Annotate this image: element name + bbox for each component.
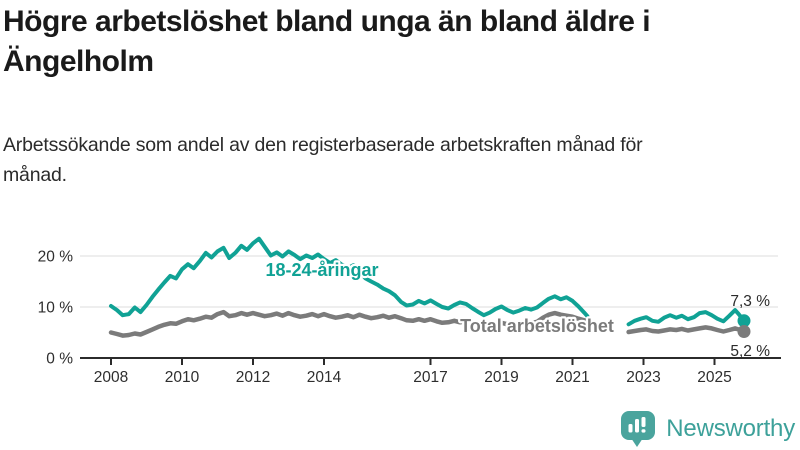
bar-chart-speech-bubble-icon: [621, 411, 656, 447]
x-axis-tick-label: 2014: [307, 369, 342, 386]
newsworthy-logo-text: Newsworthy: [666, 415, 795, 442]
series-end-value-label: 5,2 %: [730, 343, 770, 360]
series-end-value-label: 7,3 %: [730, 293, 770, 310]
series-line-total: [108, 309, 747, 338]
x-axis-tick-label: 2012: [236, 369, 270, 386]
series-name-label: Total arbetslöshet: [460, 316, 614, 336]
series-line-youth: [109, 236, 746, 327]
y-axis-tick-label: 10 %: [38, 300, 74, 317]
x-axis-tick-label: 2019: [484, 369, 518, 386]
page-title: Högre arbetslöshet bland unga än bland ä…: [3, 5, 651, 78]
x-axis-tick-label: 2025: [697, 369, 731, 386]
series-name-label: 18-24-åringar: [265, 260, 378, 280]
newsworthy-logo: Newsworthy: [620, 410, 795, 448]
x-axis-tick-label: 2017: [413, 369, 447, 386]
unemployment-line-chart: 2008 2010 2012 2014 2017 2019 2021 2023 2025 0 % 1…: [0, 220, 800, 395]
chart-canvas: 2008 2010 2012 2014 2017 2019 2021 2023 2025 0 % 1…: [38, 236, 781, 386]
series-end-dot: [737, 314, 751, 328]
x-axis-tick-label: 2010: [165, 369, 200, 386]
series-end-dot: [737, 325, 751, 338]
chart-subtitle: Arbetssökande som andel av den registerb…: [3, 134, 643, 187]
y-axis-tick-label: 0 %: [46, 351, 73, 368]
x-axis-tick-label: 2008: [94, 369, 128, 386]
y-axis-tick-label: 20 %: [38, 249, 74, 266]
x-axis-tick-label: 2021: [555, 369, 589, 386]
x-axis-tick-label: 2023: [626, 369, 660, 386]
